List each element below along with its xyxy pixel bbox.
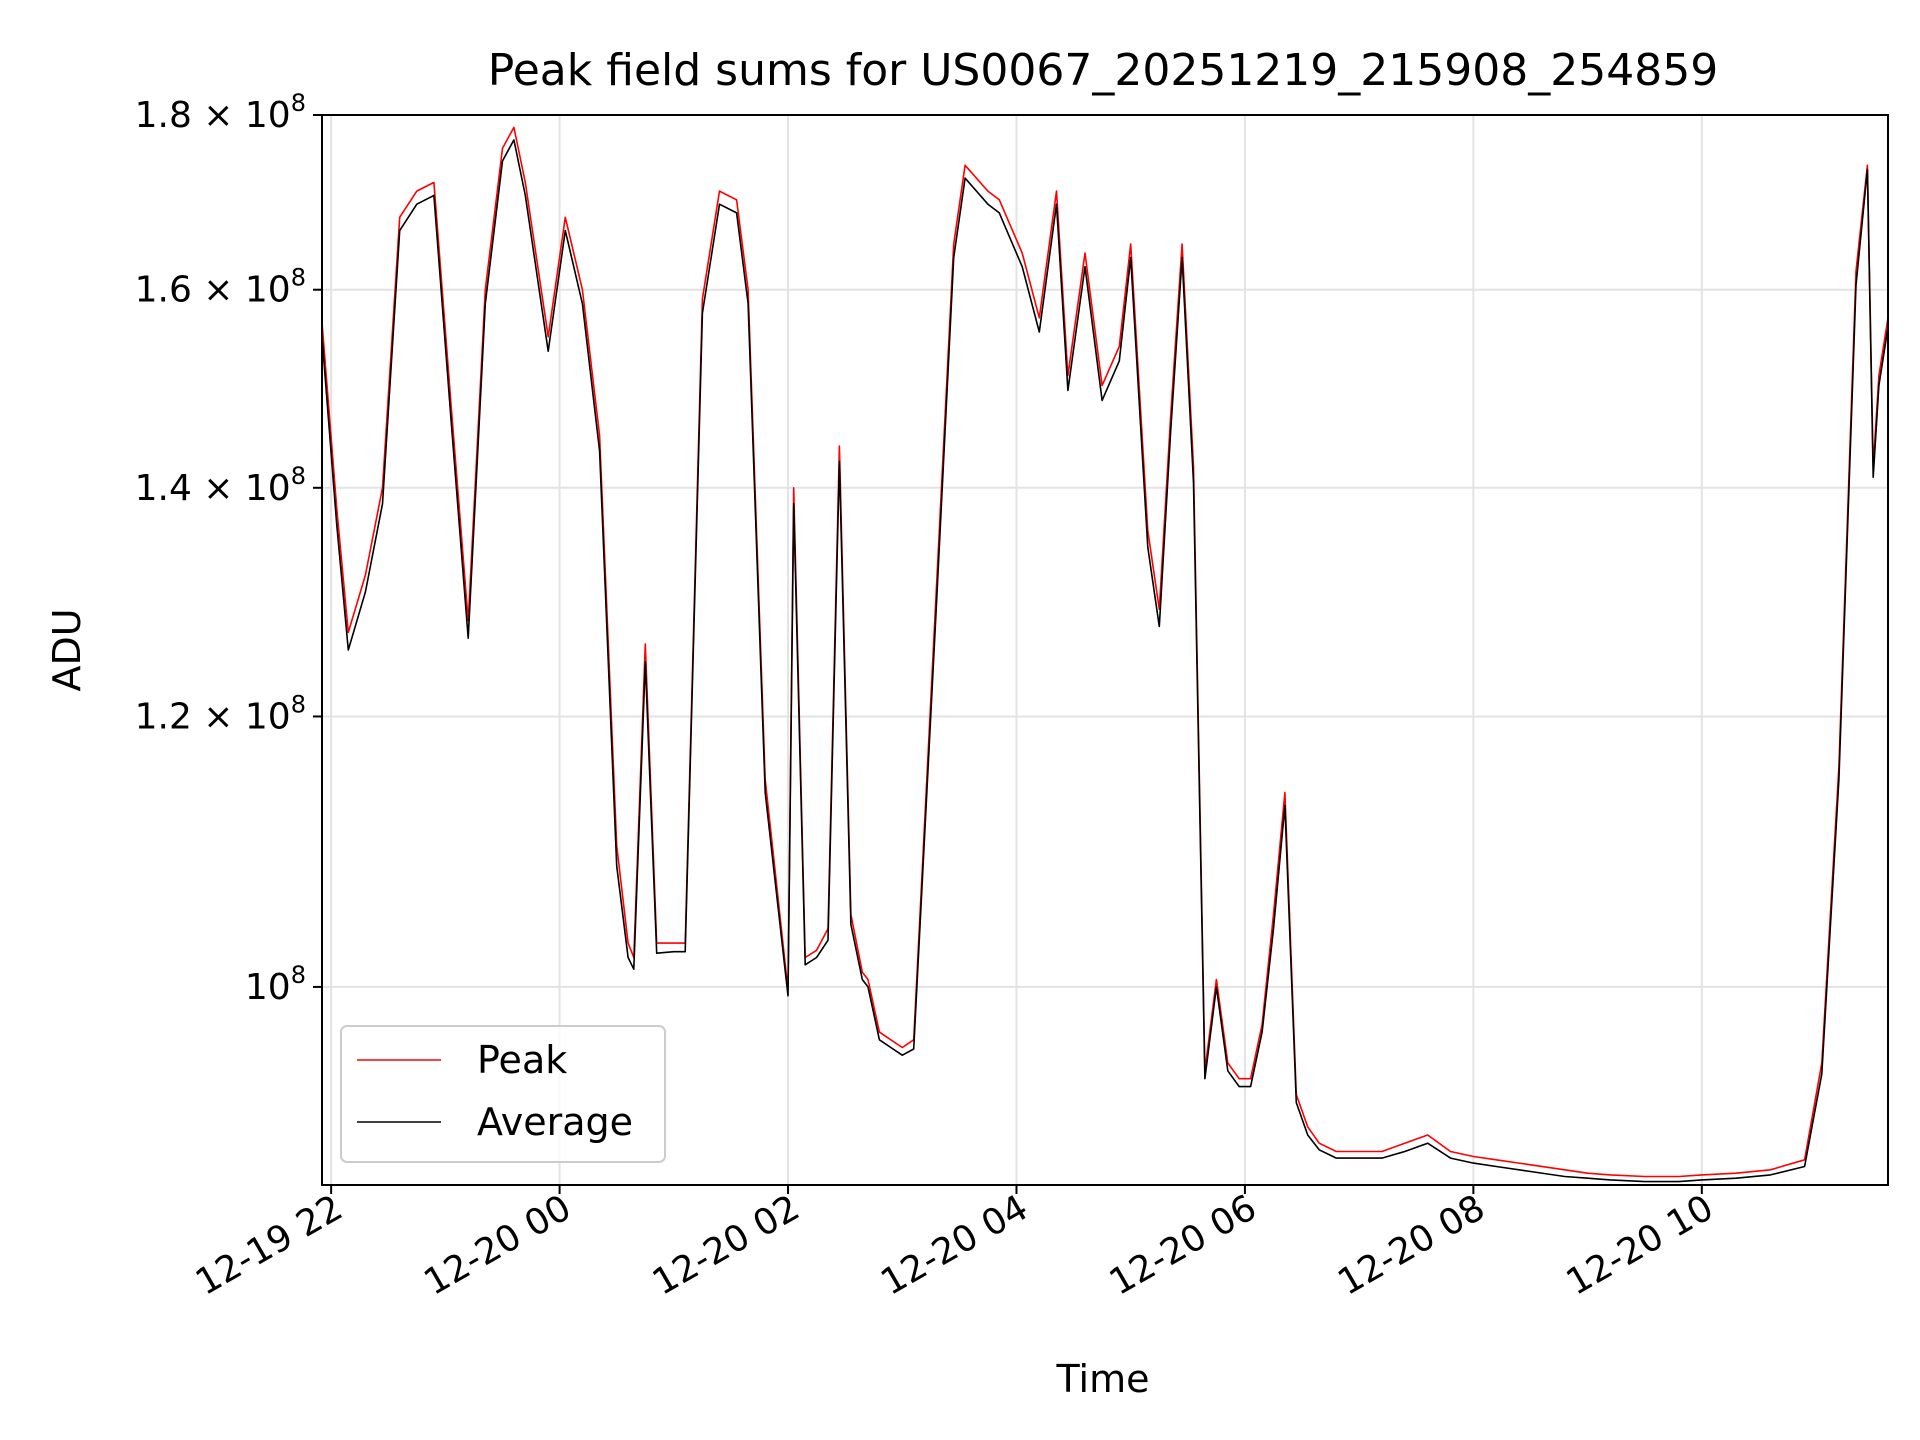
x-tick-layer: 12-19 22 12-20 00 12-20 02 12-20 04 12-20 06…: [189, 1185, 1720, 1304]
x-tick-label: 12-20 08: [1331, 1187, 1492, 1303]
y-tick-label: 1.2 × 108: [135, 690, 306, 737]
x-tick-label: 12-20 04: [874, 1187, 1035, 1303]
x-tick-label: 12-20 06: [1103, 1187, 1264, 1303]
x-axis-label: Time: [1056, 1357, 1150, 1401]
series-line-peak: [322, 126, 1888, 1178]
y-tick-label: 1.8 × 108: [135, 89, 306, 136]
series-line-average: [322, 139, 1888, 1183]
y-axis-label: ADU: [45, 608, 89, 691]
legend-label-peak: Peak: [477, 1038, 567, 1082]
x-tick-label: 12-19 22: [189, 1187, 350, 1303]
y-tick-label: 108: [245, 961, 306, 1008]
y-tick-label: 1.6 × 108: [135, 264, 306, 311]
x-tick-label: 12-20 02: [646, 1187, 807, 1303]
legend-label-average: Average: [477, 1100, 633, 1144]
x-tick-label: 12-20 10: [1560, 1187, 1721, 1303]
x-tick-label: 12-20 00: [417, 1187, 578, 1303]
y-tick-layer: 108 1.2 × 108 1.4 × 108 1.6 × 108 1.8 × 108: [135, 89, 322, 1008]
plot-frame: [321, 114, 1889, 1186]
legend: Peak Average: [340, 1025, 666, 1163]
y-tick-label: 1.4 × 108: [135, 462, 306, 509]
chart-title: Peak field sums for US0067_20251219_2159…: [488, 45, 1718, 96]
